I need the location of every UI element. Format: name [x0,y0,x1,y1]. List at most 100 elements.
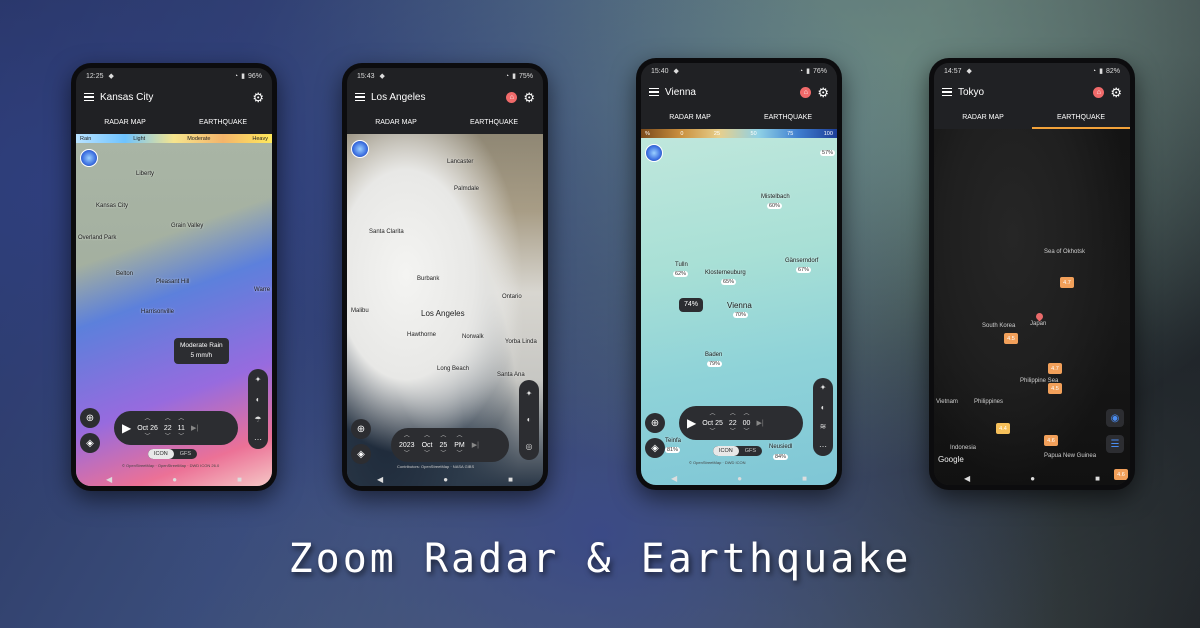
radar-map[interactable]: Liberty Kansas City Grain Valley Overlan… [76,143,272,486]
layers-button[interactable]: ◈ [645,438,665,458]
radar-layer-button[interactable] [645,144,663,162]
wifi-icon: ◔ [504,72,510,80]
back-icon[interactable]: ◀ [964,473,971,483]
nav-bar: ◀ ● ■ [76,472,272,486]
quake-marker[interactable]: 4.7 [1048,363,1062,374]
wind-icon[interactable]: ≋ [819,422,827,432]
tab-radar-map[interactable]: RADAR MAP [104,118,146,126]
locate-button[interactable]: ⊕ [351,419,371,439]
tab-radar-map[interactable]: RADAR MAP [669,113,711,121]
rain-icon[interactable]: ☂ [254,414,262,424]
menu-icon[interactable] [942,88,952,96]
wifi-icon: ◔ [233,72,239,80]
quake-marker[interactable]: 4.6 [1114,469,1128,480]
locate-button[interactable]: ⊕ [80,408,100,428]
play-icon[interactable]: ▶ [122,421,132,435]
recents-icon[interactable]: ■ [237,474,242,484]
tab-earthquake[interactable]: EARTHQUAKE [763,113,813,121]
satellite-icon[interactable]: ✦ [525,388,533,398]
gear-icon[interactable]: ⚙ [817,84,829,100]
month-stepper[interactable]: ︿ Oct ﹀ [421,432,433,457]
radar-layer-button[interactable] [351,140,369,158]
tab-earthquake[interactable]: EARTHQUAKE [198,118,248,126]
quake-marker[interactable]: 4.5 [1048,383,1062,394]
next-icon[interactable]: ▶| [190,425,199,432]
humidity-map[interactable]: 57% Mistelbach 60% Tulln 62% Klosterneub… [641,138,837,485]
gear-icon[interactable]: ⚙ [523,89,535,105]
layers-button[interactable]: ◈ [351,444,371,464]
tab-earthquake[interactable]: EARTHQUAKE [1032,105,1130,129]
recents-icon[interactable]: ■ [802,473,807,483]
location-pin-icon[interactable]: ⌂ [800,86,812,98]
quake-marker[interactable]: 4.4 [996,423,1010,434]
compass-icon[interactable]: ◎ [525,442,533,452]
home-icon[interactable]: ● [737,473,743,483]
year-stepper[interactable]: ︿ 2023 ﹀ [399,432,415,457]
back-icon[interactable]: ◀ [377,474,384,484]
more-icon[interactable]: ⋯ [254,434,262,444]
minute-stepper[interactable]: ︿ 00 ﹀ [742,410,751,435]
radar-icon[interactable]: ◐ [255,394,261,404]
map-label: Indonesia [950,445,977,451]
gear-icon[interactable]: ⚙ [1110,84,1122,100]
battery-level: 75% [518,72,533,80]
tooltip-title: Moderate Rain [180,342,223,349]
screen: 15:40 ◆ ◔ ▮ 76% Vienna ⌂ ⚙ RADAR MAP EARTHQ… [641,63,837,485]
recents-icon[interactable]: ■ [1095,473,1100,483]
radar-icon[interactable]: ◐ [820,402,826,412]
model-icon[interactable]: ICON [148,449,174,459]
model-gfs[interactable]: GFS [744,448,757,454]
date-stepper[interactable]: ︿ Oct 26 ﹀ [137,415,158,440]
more-icon[interactable]: ⋯ [819,441,827,451]
hour-stepper[interactable]: ︿ 22 ﹀ [163,415,172,440]
satellite-icon[interactable]: ✦ [819,383,827,393]
legend-unit: % [645,130,650,137]
map-tools: ✦ ◐ ≋ ⋯ [813,378,833,456]
satellite-icon[interactable]: ✦ [254,374,262,384]
menu-icon[interactable] [355,93,365,101]
radar-icon[interactable]: ◐ [526,415,532,425]
pct-badge: 67% [796,267,812,273]
quake-marker[interactable]: 4.6 [1044,435,1058,446]
ampm-stepper[interactable]: ︿ PM ﹀ [454,432,465,457]
map-label: Palmdale [454,186,480,192]
menu-icon[interactable] [649,88,659,96]
tab-radar-map[interactable]: RADAR MAP [962,113,1004,121]
quake-marker[interactable]: 4.7 [1060,277,1074,288]
back-icon[interactable]: ◀ [671,473,678,483]
locate-button[interactable]: ⊕ [645,413,665,433]
date-stepper[interactable]: ︿ Oct 25 ﹀ [702,410,723,435]
minute-stepper[interactable]: ︿ 11 ﹀ [177,415,185,440]
headline: Zoom Radar & Earthquake [288,536,912,582]
map-attribution: Contributors: OpenStreetMap · NASA GIBS [397,464,475,469]
map-label: Vietnam [936,399,958,405]
layers-button[interactable]: ◈ [80,433,100,453]
model-icon[interactable]: ICON [713,446,739,456]
play-icon[interactable]: ▶ [687,416,697,430]
recents-icon[interactable]: ■ [508,474,513,484]
earthquake-map[interactable]: Sea of Okhotsk South Korea Japan Philipp… [934,129,1130,485]
next-icon[interactable]: ▶| [756,420,764,427]
location-pin-icon[interactable]: ⌂ [1093,86,1105,98]
gear-icon[interactable]: ⚙ [252,89,264,105]
list-button[interactable]: ☰ [1106,435,1124,453]
humidity-legend: % 0 25 50 75 100 [641,129,837,138]
hour-stepper[interactable]: ︿ 22 ﹀ [728,410,737,435]
home-icon[interactable]: ● [172,474,178,484]
precip-tooltip: Moderate Rain 5 mm/h [174,338,229,364]
model-gfs[interactable]: GFS [179,451,192,457]
quake-marker[interactable]: 4.5 [1004,333,1018,344]
location-filter-button[interactable]: ◉ [1106,409,1124,427]
satellite-map[interactable]: Lancaster Palmdale Santa Clarita Burbank… [347,134,543,486]
home-icon[interactable]: ● [1030,473,1036,483]
menu-icon[interactable] [84,93,94,101]
tab-radar-map[interactable]: RADAR MAP [375,118,417,126]
home-icon[interactable]: ● [443,474,449,484]
location-pin-icon[interactable]: ⌂ [506,91,518,103]
back-icon[interactable]: ◀ [106,474,113,484]
day-stepper[interactable]: ︿ 25 ﹀ [439,432,448,457]
next-icon[interactable]: ▶| [471,442,479,449]
tab-earthquake[interactable]: EARTHQUAKE [469,118,519,126]
screen: 12:25 ◆ ◔ ▮ 96% Kansas City ⚙ RADAR MAP EAR… [76,68,272,486]
radar-layer-button[interactable] [80,149,98,167]
